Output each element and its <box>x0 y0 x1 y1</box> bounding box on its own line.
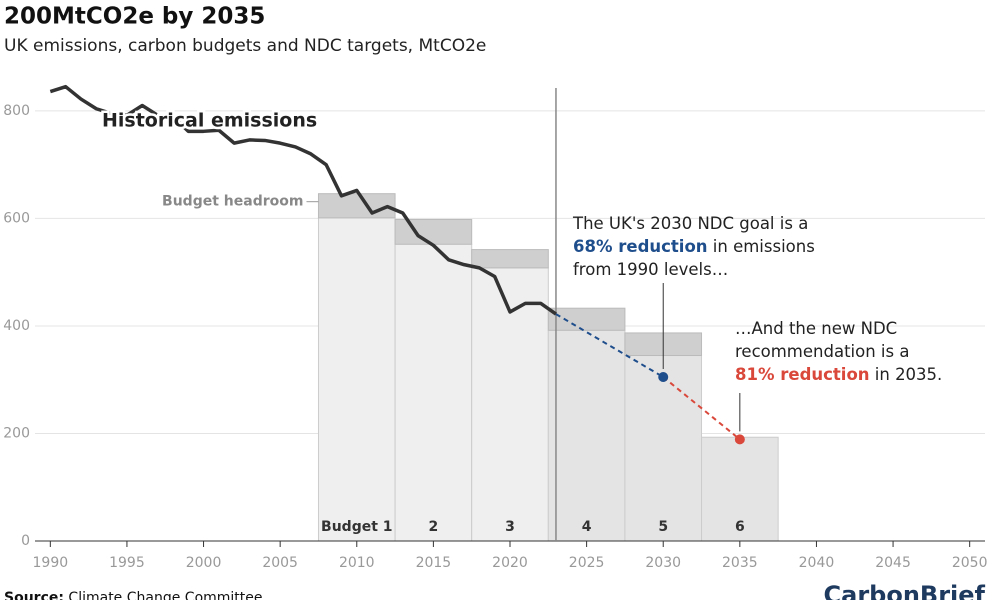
annotation: 81% reduction in 2035. <box>735 365 942 384</box>
annotation-part: in 2035. <box>870 365 943 384</box>
x-tick-label: 2050 <box>952 555 988 571</box>
x-tick-label: 2015 <box>416 555 452 571</box>
budget-label: 6 <box>735 519 745 535</box>
annotation: The UK's 2030 NDC goal is a <box>572 214 808 233</box>
chart-subtitle: UK emissions, carbon budgets and NDC tar… <box>4 36 486 56</box>
y-tick-label: 600 <box>3 210 30 226</box>
annotation-part: …And the new NDC <box>735 319 897 338</box>
x-tick-label: 1995 <box>109 555 145 571</box>
target-point <box>734 434 745 445</box>
x-tick-label: 2025 <box>569 555 605 571</box>
x-tick-label: 2045 <box>875 555 911 571</box>
annotation: …And the new NDC <box>735 319 897 338</box>
annotation-part: The UK's 2030 NDC goal is a <box>572 214 808 233</box>
budget-label: 5 <box>658 519 668 535</box>
x-tick-label: 2000 <box>186 555 222 571</box>
budget-bar <box>547 329 626 542</box>
headroom-bar <box>471 249 549 269</box>
budget-bar <box>701 436 779 542</box>
source-label: Source: <box>4 590 64 600</box>
x-tick-label: 2040 <box>799 555 835 571</box>
source-text: Climate Change Committee <box>68 590 262 600</box>
source: Source: Climate Change Committee <box>4 590 263 600</box>
y-tick-label: 0 <box>21 533 30 549</box>
annotation: from 1990 levels… <box>573 260 728 279</box>
annotation-part: in emissions <box>708 237 815 256</box>
chart-title: 200MtCO2e by 2035 <box>4 4 265 30</box>
annotation-part: 81% reduction <box>735 365 870 384</box>
budget-label: 2 <box>429 519 439 535</box>
budget-bar <box>624 355 703 542</box>
x-tick-label: 2030 <box>645 555 681 571</box>
series-label: Historical emissions <box>102 110 317 132</box>
y-tick-label: 200 <box>3 425 30 441</box>
budget-label: 4 <box>582 519 592 535</box>
line <box>49 84 557 316</box>
annotation-part: 68% reduction <box>573 237 708 256</box>
budget-label: Budget 1 <box>321 519 392 535</box>
annotation-part: from 1990 levels… <box>573 260 728 279</box>
annotation: recommendation is a <box>735 342 909 361</box>
y-tick-label: 800 <box>3 103 30 119</box>
headroom-bar <box>317 193 396 219</box>
x-tick-label: 2010 <box>339 555 375 571</box>
target-point <box>658 372 669 383</box>
budget-label: 3 <box>505 519 515 535</box>
x-tick-label: 1990 <box>33 555 69 571</box>
headroom-label: Budget headroom <box>162 194 303 210</box>
x-tick-label: 2020 <box>492 555 528 571</box>
headroom-bar <box>394 218 473 245</box>
y-tick-label: 400 <box>3 318 30 334</box>
logo: CarbonBrief <box>824 581 986 600</box>
annotation: 68% reduction in emissions <box>573 237 815 256</box>
x-tick-label: 2035 <box>722 555 758 571</box>
projection-line <box>555 313 664 378</box>
projection-line <box>662 376 741 441</box>
annotation-part: recommendation is a <box>735 342 909 361</box>
budget-bar <box>317 217 396 542</box>
x-tick-label: 2005 <box>262 555 298 571</box>
budget-bar <box>394 243 473 542</box>
headroom-bar <box>547 307 626 331</box>
